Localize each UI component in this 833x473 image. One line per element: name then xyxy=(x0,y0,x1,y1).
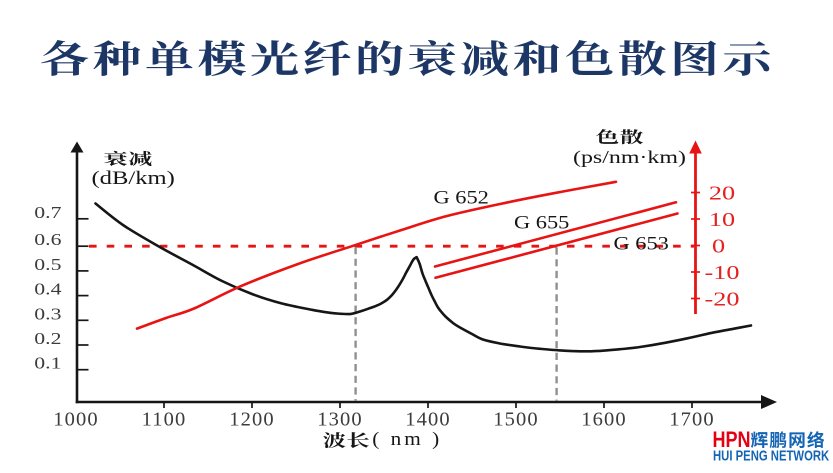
svg-text:20: 20 xyxy=(709,182,735,205)
svg-text:10: 10 xyxy=(709,209,735,232)
svg-text:G 653: G 653 xyxy=(614,233,669,254)
svg-text:1700: 1700 xyxy=(669,409,714,431)
svg-text:1200: 1200 xyxy=(229,409,274,431)
svg-text:0.3: 0.3 xyxy=(34,305,61,323)
svg-text:(ps/nm·km): (ps/nm·km) xyxy=(573,147,686,167)
svg-text:0.6: 0.6 xyxy=(34,231,61,249)
svg-text:0.2: 0.2 xyxy=(34,330,61,348)
svg-text:HUI PENG NETWORK: HUI PENG NETWORK xyxy=(713,447,830,464)
svg-text:-20: -20 xyxy=(705,288,740,311)
svg-text:1300: 1300 xyxy=(317,409,362,431)
svg-text:1600: 1600 xyxy=(581,409,626,431)
svg-text:1100: 1100 xyxy=(142,409,187,431)
svg-text:-10: -10 xyxy=(705,262,740,285)
svg-text:HPN: HPN xyxy=(713,428,751,452)
svg-text:0.1: 0.1 xyxy=(34,355,61,373)
svg-text:G 652: G 652 xyxy=(434,187,489,208)
svg-text:1000: 1000 xyxy=(53,409,98,431)
svg-text:1500: 1500 xyxy=(493,409,538,431)
svg-text:G 655: G 655 xyxy=(514,212,569,233)
svg-text:1400: 1400 xyxy=(405,409,450,431)
svg-text:(dB/km): (dB/km) xyxy=(92,168,175,188)
svg-text:0.7: 0.7 xyxy=(34,204,61,222)
svg-text:0.4: 0.4 xyxy=(34,281,61,299)
svg-text:( nm ): ( nm ) xyxy=(372,429,442,449)
svg-text:0: 0 xyxy=(712,235,725,258)
svg-text:0.5: 0.5 xyxy=(34,256,61,274)
